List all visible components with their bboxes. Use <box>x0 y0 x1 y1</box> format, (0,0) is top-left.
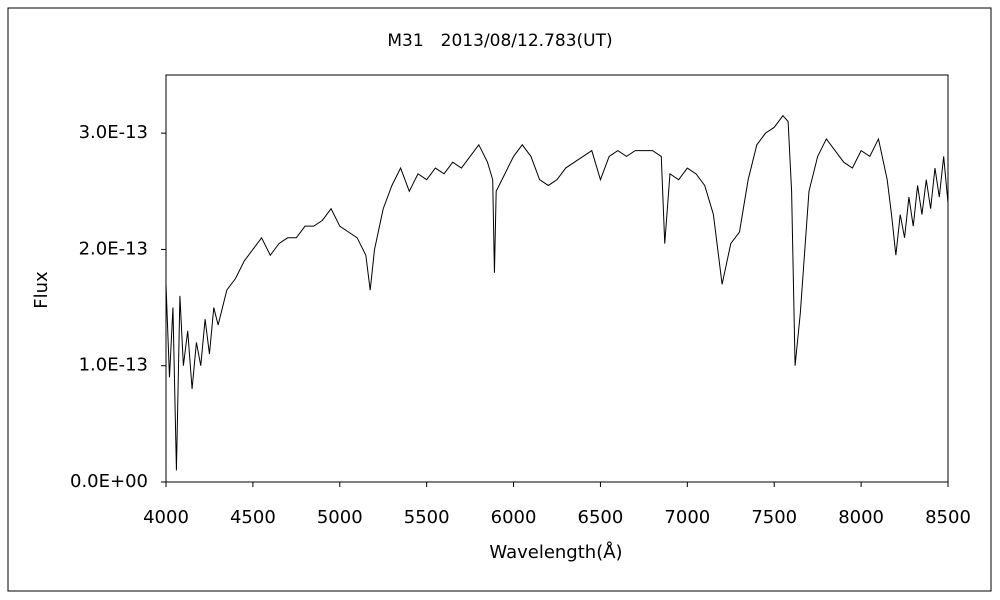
x-tick-label: 7500 <box>751 507 797 528</box>
x-tick-label: 6000 <box>491 507 537 528</box>
frame <box>7 7 992 592</box>
y-tick-label: 2.0E-13 <box>79 238 148 259</box>
y-tick-label: 0.0E+00 <box>70 471 148 492</box>
x-tick-label: 7000 <box>664 507 710 528</box>
plot-area <box>165 74 949 483</box>
x-tick-label: 5500 <box>404 507 450 528</box>
x-axis-label: Wavelength(Å) <box>489 541 622 563</box>
y-tick-label: 3.0E-13 <box>79 122 148 143</box>
x-tick-label: 4000 <box>143 507 189 528</box>
spectrum-line <box>165 114 949 471</box>
x-tick-label: 8000 <box>838 507 884 528</box>
x-tick-label: 8500 <box>925 507 971 528</box>
x-tick-label: 6500 <box>578 507 624 528</box>
x-tick-label: 4500 <box>230 507 276 528</box>
chart-title: M31 2013/08/12.783(UT) <box>387 31 612 51</box>
y-tick-label: 1.0E-13 <box>79 355 148 376</box>
y-axis-label: Flux <box>31 271 52 309</box>
x-tick-label: 5000 <box>317 507 363 528</box>
